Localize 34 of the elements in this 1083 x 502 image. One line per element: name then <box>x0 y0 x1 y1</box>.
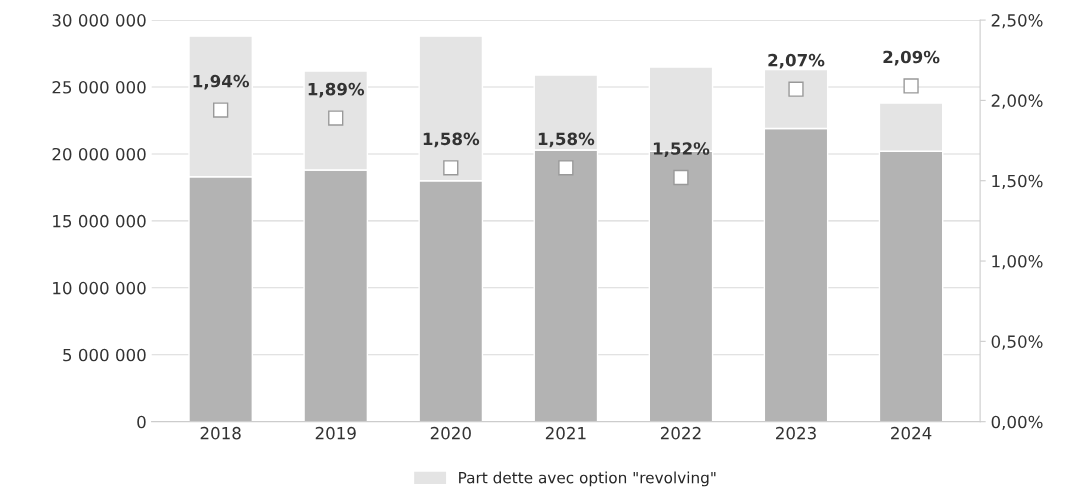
x-tick-label: 2024 <box>891 426 932 440</box>
y-tick-label: 0 <box>137 415 146 429</box>
data-label: 2,07% <box>768 53 825 69</box>
y-tick-label: 5 000 000 <box>63 348 146 362</box>
data-label: 1,89% <box>308 82 365 98</box>
point <box>443 160 459 176</box>
y2-tick-label: 0,00% <box>991 415 1043 430</box>
x-tick-label: 2019 <box>315 426 356 440</box>
y-tick-label: 20 000 000 <box>52 147 146 161</box>
point <box>328 110 344 126</box>
y-tick-label: 15 000 000 <box>53 214 146 228</box>
x-tick-label: 2022 <box>660 426 701 440</box>
data-label: 1,58% <box>538 132 595 148</box>
y-tick-label: 10 000 000 <box>53 281 146 295</box>
legend-label: Part dette avec option "revolving" <box>459 471 716 487</box>
data-label: 1,58% <box>423 132 480 148</box>
y2-tick-label: 1,50% <box>992 174 1043 189</box>
y-tick-label: 25 000 000 <box>52 80 146 94</box>
data-label: 1,94% <box>193 74 250 90</box>
y-tick-label: 30 000 000 <box>52 14 146 27</box>
point <box>673 169 689 186</box>
data-label: 1,52% <box>653 142 710 157</box>
x-tick-label: 2023 <box>776 426 816 440</box>
y2-tick-label: 0,50% <box>991 335 1043 350</box>
y2-tick-label: 2,00% <box>991 94 1043 109</box>
y2-tick-label: 2,50% <box>991 14 1043 29</box>
x-tick-label: 2021 <box>545 426 586 440</box>
y2-tick-label: 1,00% <box>992 255 1043 270</box>
x-tick-label: 2020 <box>430 426 471 440</box>
point <box>213 102 229 118</box>
point <box>558 160 574 176</box>
x-tick-label: 2018 <box>200 426 241 440</box>
data-label: 2,09% <box>883 50 940 66</box>
point <box>788 81 804 97</box>
